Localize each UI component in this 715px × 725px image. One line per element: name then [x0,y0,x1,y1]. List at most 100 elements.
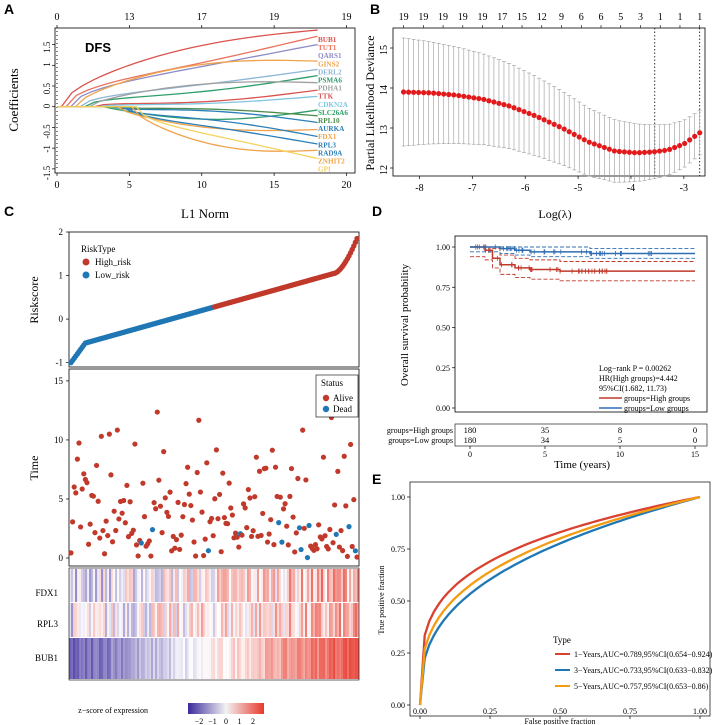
panel-e-xlabel: False positive fraction [524,717,595,725]
heatmap-cell [127,569,130,602]
heatmap-cell [97,638,100,679]
heatmap-cell [319,603,322,637]
risk-row-high-label: groups=High groups [387,426,453,435]
heatmap-cell [119,603,121,637]
b-deviance-point [591,141,597,147]
heatmap-cell [225,603,228,637]
heatmap-cell [201,638,204,679]
a-y-tick-label: 1 [42,62,52,67]
roc-curve-0 [418,495,701,706]
b-top-tick-label: 19 [458,12,468,23]
heatmap-cell [343,638,346,679]
heatmap-cell [87,569,90,602]
b-deviance-point [405,89,412,95]
heatmap-cell [145,603,148,637]
time-point-alive [280,506,287,512]
b-deviance-point [491,99,497,105]
risk-table-cell: 5 [618,435,622,445]
heatmap-cell [295,569,298,602]
heatmap-cell [219,638,222,679]
heatmap-cell [313,603,316,637]
coef-path-rad9a [57,106,318,145]
heatmap-cell [107,569,110,602]
heatmap-cell [135,638,138,679]
heatmap-frame [68,567,360,681]
coef-path-pdha1 [57,81,318,108]
heatmap-cell [89,603,92,637]
b-deviance-point [481,96,487,103]
heatmap-cell [201,569,204,602]
time-point-alive [212,496,218,502]
heatmap-cell [133,603,136,637]
b-deviance-point [631,150,638,156]
heatmap-cell [317,603,320,637]
time-point-alive [272,464,279,470]
km-legend-low: groups=Low groups [624,404,689,413]
risk-legend-low-swatch [82,271,90,279]
heatmap-cell [349,638,352,679]
heatmap-cell [111,569,114,602]
time-point-alive [340,548,346,554]
heatmap-cell [151,603,154,637]
heatmap-cell [177,638,180,679]
e-x-tick-label: 0.50 [553,707,567,716]
time-point-alive [92,530,98,536]
time-point-alive [156,477,162,483]
b-top-tick-label: 19 [478,12,488,23]
heatmap-cell [189,603,192,637]
panel-b-frame [392,27,706,177]
km-ci-lower-1 [470,251,695,259]
heatmap-cell [113,603,116,637]
heatmap-cell [283,603,286,637]
heatmap-gene-bub1: BUB1 [35,653,58,663]
heatmap-cell [299,569,302,602]
heatmap-cell [103,638,106,679]
heatmap-cell [225,638,227,679]
heatmap-cell [99,569,102,602]
heatmap-cell [79,638,82,679]
heatmap-cell [213,638,216,679]
heatmap-cell [239,638,242,679]
b-deviance-point [446,91,452,98]
heatmap-cell [245,603,248,637]
b-deviance-point [586,139,592,145]
heatmap-cell [171,638,174,679]
time-point-alive [349,543,355,550]
time-point-alive [341,453,347,459]
time-point-alive [348,441,354,448]
heatmap-cell [297,569,300,602]
time-point-alive [250,528,256,534]
time-point-alive [180,514,186,520]
status-legend-alive-swatch [322,394,330,402]
heatmap-cell [217,569,220,602]
zscore-tick-label: 0 [224,717,228,725]
heatmap-cell [315,569,318,602]
time-point-alive [194,469,200,476]
heatmap-cell [217,603,219,637]
heatmap-cell [73,638,76,679]
d-y-tick-label: 0.25 [436,364,450,373]
heatmap-cell [269,638,272,679]
panel-a-xlabel: L1 Norm [181,206,229,221]
coef-label-pdha1: PDHA1 [318,85,342,93]
heatmap-cell [197,638,200,679]
time-point-alive [161,449,167,455]
time-point-alive [87,521,93,527]
time-point-dead [276,520,282,526]
heatmap-cell [347,603,350,637]
risk-row-low-label: groups=Low groups [388,436,453,445]
heatmap-cell [97,603,100,637]
a-y-tick-label: -0.5 [42,124,52,139]
a-x-tick-label: 10 [197,180,207,191]
heatmap-cell [259,603,262,637]
heatmap-cell [199,638,201,679]
time-point-alive [124,482,130,489]
heatmap-cell [71,603,74,637]
heatmap-cell [163,603,166,637]
heatmap-cell [331,603,334,637]
time-point-alive [154,409,160,415]
heatmap-cell [341,569,344,602]
heatmap-cell [325,569,327,602]
time-point-alive [242,505,248,511]
